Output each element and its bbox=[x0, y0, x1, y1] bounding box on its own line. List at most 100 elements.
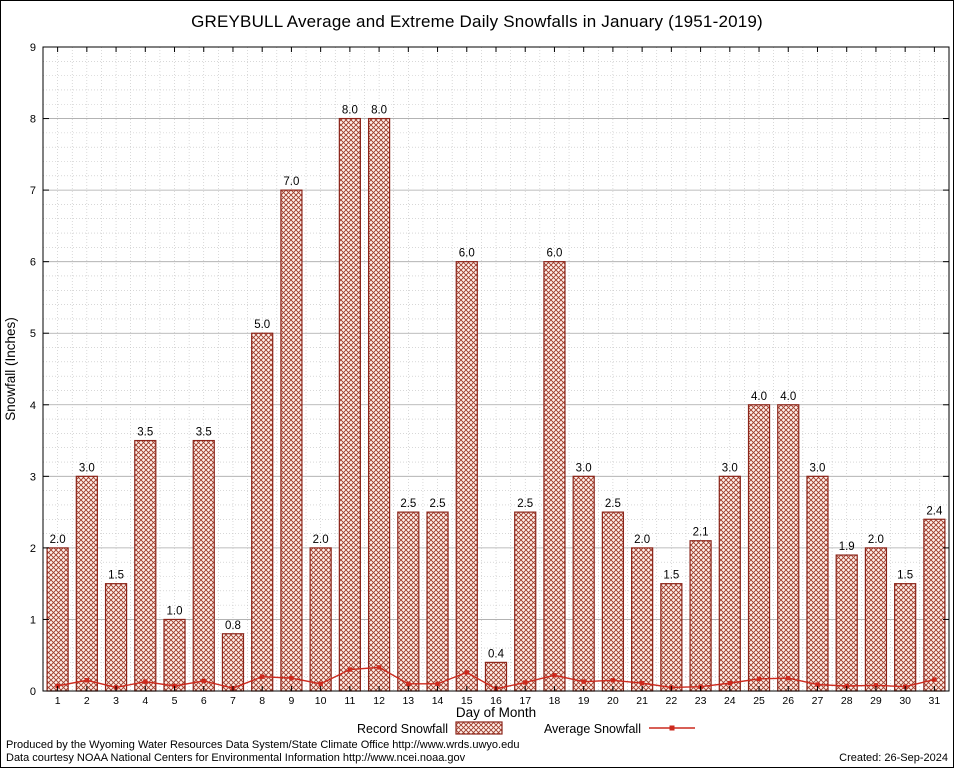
bar-value-label: 1.0 bbox=[167, 605, 183, 617]
x-tick-label: 2 bbox=[84, 695, 90, 707]
x-tick-label: 14 bbox=[432, 695, 444, 707]
average-point bbox=[523, 680, 528, 685]
record-bar bbox=[718, 475, 741, 692]
x-tick-label: 9 bbox=[288, 695, 294, 707]
record-bar bbox=[75, 475, 98, 692]
average-point bbox=[552, 673, 557, 678]
x-tick-label: 16 bbox=[490, 695, 502, 707]
record-snowfall-bars: 2.0 3.0 1.5 3.5 1.0 3.5 0.8 5.0 7.0 2.0 8.0 8.0 2.5 2… bbox=[46, 105, 946, 692]
bar-value-label: 5.0 bbox=[254, 319, 270, 331]
bar-value-label: 1.5 bbox=[108, 570, 124, 582]
record-bar bbox=[689, 540, 712, 692]
created-date: Created: 26-Sep-2024 bbox=[839, 752, 948, 764]
bar-value-label: 6.0 bbox=[546, 248, 562, 260]
average-point bbox=[406, 681, 411, 687]
record-bar bbox=[46, 547, 69, 692]
bar-value-label: 6.0 bbox=[459, 248, 475, 260]
x-tick-label: 5 bbox=[172, 695, 178, 707]
x-tick-label: 8 bbox=[259, 695, 265, 707]
y-tick-label: 6 bbox=[30, 257, 36, 269]
average-snowfall-swatch-marker bbox=[669, 725, 675, 731]
average-point bbox=[84, 678, 90, 683]
bar-value-label: 3.0 bbox=[79, 462, 95, 474]
bar-value-label: 2.5 bbox=[400, 498, 416, 510]
average-point bbox=[435, 681, 440, 687]
bar-value-label: 2.4 bbox=[926, 505, 943, 517]
record-bar bbox=[309, 547, 332, 692]
record-bar bbox=[163, 618, 186, 692]
x-tick-label: 4 bbox=[142, 695, 148, 707]
x-tick-label: 1 bbox=[55, 695, 61, 707]
x-tick-label: 19 bbox=[578, 695, 590, 707]
average-point bbox=[289, 675, 294, 681]
x-tick-label: 15 bbox=[461, 695, 473, 707]
average-point bbox=[347, 667, 353, 672]
y-tick-label: 5 bbox=[30, 328, 36, 340]
average-point bbox=[756, 676, 762, 682]
record-bar bbox=[338, 117, 361, 692]
record-bar bbox=[104, 583, 128, 692]
record-bar bbox=[514, 511, 537, 692]
footer-credit-line1: Produced by the Wyoming Water Resources … bbox=[6, 739, 520, 751]
x-tick-label: 17 bbox=[519, 695, 531, 707]
x-tick-label: 23 bbox=[695, 695, 707, 707]
bar-value-label: 8.0 bbox=[342, 105, 358, 117]
record-bar bbox=[280, 189, 303, 692]
bar-value-label: 2.5 bbox=[430, 498, 446, 510]
x-tick-label: 26 bbox=[782, 695, 794, 707]
bar-value-label: 2.0 bbox=[868, 534, 884, 546]
record-bar bbox=[923, 518, 946, 692]
record-bar bbox=[631, 547, 654, 692]
bar-value-label: 4.0 bbox=[780, 391, 796, 403]
record-bar bbox=[894, 583, 917, 692]
x-tick-label: 10 bbox=[315, 695, 327, 707]
record-bar bbox=[747, 404, 771, 692]
bar-value-label: 3.0 bbox=[722, 462, 738, 474]
x-tick-label: 31 bbox=[929, 695, 941, 707]
y-tick-label: 2 bbox=[30, 543, 36, 555]
record-bar bbox=[806, 475, 829, 692]
record-bar bbox=[251, 332, 274, 692]
y-tick-label: 1 bbox=[30, 614, 36, 626]
record-bar bbox=[426, 511, 449, 692]
y-tick-label: 7 bbox=[30, 185, 36, 197]
x-tick-label: 29 bbox=[870, 695, 882, 707]
y-tick-label: 8 bbox=[30, 114, 36, 126]
footer-credit-line2: Data courtesy NOAA National Centers for … bbox=[6, 752, 466, 764]
average-point bbox=[259, 674, 265, 679]
bar-value-label: 2.5 bbox=[605, 498, 621, 510]
average-point bbox=[201, 678, 206, 684]
average-point bbox=[932, 677, 937, 682]
bar-value-label: 0.8 bbox=[225, 620, 241, 632]
bar-value-label: 2.5 bbox=[517, 498, 533, 510]
x-tick-label: 6 bbox=[201, 695, 207, 707]
average-point bbox=[786, 675, 791, 681]
chart-footer: Produced by the Wyoming Water Resources … bbox=[1, 739, 953, 767]
average-point bbox=[143, 679, 148, 684]
x-tick-label: 21 bbox=[636, 695, 648, 707]
bar-value-label: 2.0 bbox=[313, 534, 329, 546]
x-tick-label: 7 bbox=[230, 695, 236, 707]
y-tick-label: 3 bbox=[30, 471, 36, 483]
record-bar bbox=[660, 583, 683, 692]
bar-value-label: 3.0 bbox=[809, 462, 825, 474]
average-point bbox=[610, 678, 616, 683]
y-tick-label: 9 bbox=[30, 42, 36, 54]
bar-value-label: 3.5 bbox=[137, 427, 153, 439]
record-bar bbox=[864, 547, 888, 692]
chart-legend: Record Snowfall Average Snowfall bbox=[357, 721, 695, 736]
bar-value-label: 1.5 bbox=[663, 570, 679, 582]
bar-value-label: 0.4 bbox=[488, 648, 505, 660]
x-tick-label: 12 bbox=[373, 695, 385, 707]
x-tick-label: 25 bbox=[753, 695, 765, 707]
record-snowfall-swatch bbox=[455, 721, 503, 735]
record-bar bbox=[221, 633, 245, 692]
average-point bbox=[581, 679, 586, 684]
bar-value-label: 3.0 bbox=[576, 462, 592, 474]
average-point bbox=[318, 681, 323, 687]
x-tick-label: 28 bbox=[841, 695, 853, 707]
chart-title: GREYBULL Average and Extreme Daily Snowf… bbox=[191, 12, 763, 31]
record-bar bbox=[572, 475, 595, 692]
